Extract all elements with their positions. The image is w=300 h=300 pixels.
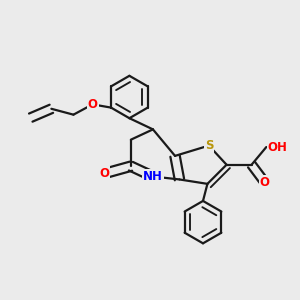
Text: NH: NH <box>143 170 163 183</box>
Text: O: O <box>260 176 270 189</box>
Text: O: O <box>99 167 110 180</box>
Text: O: O <box>88 98 98 111</box>
Text: OH: OH <box>268 141 288 154</box>
Text: S: S <box>205 139 213 152</box>
